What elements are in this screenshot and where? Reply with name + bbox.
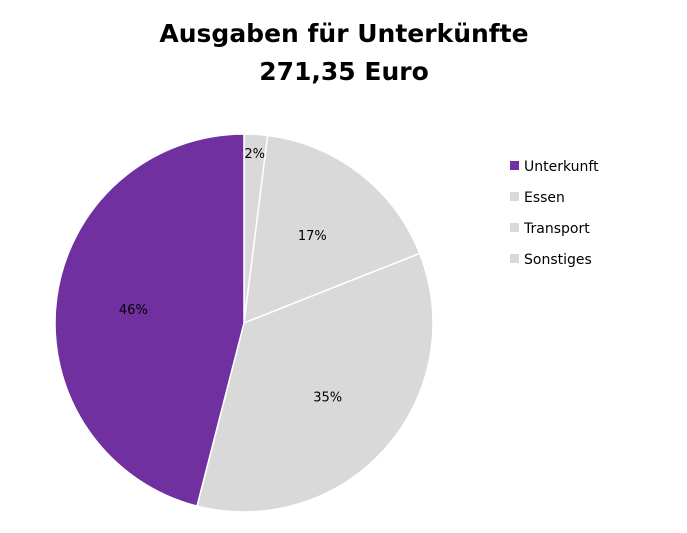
data-label-sonstiges: 2% (244, 147, 265, 162)
pie-slice-unterkunft (54, 133, 245, 507)
chart-subtitle: 271,35 Euro (259, 57, 429, 86)
chart-title: Ausgaben für Unterkünfte (159, 19, 528, 48)
pie-slice-essen (196, 252, 434, 513)
legend-label-essen: Essen (524, 190, 565, 206)
data-label-transport: 17% (298, 229, 327, 244)
legend: Unterkunft Essen Transport Sonstiges (510, 159, 599, 268)
legend-label-sonstiges: Sonstiges (524, 252, 592, 268)
legend-swatch-unterkunft (510, 161, 519, 170)
data-label-unterkunft: 46% (119, 303, 148, 318)
legend-label-unterkunft: Unterkunft (524, 159, 599, 175)
pie-slice-transport (243, 134, 421, 325)
pie-slices (54, 133, 434, 513)
legend-swatch-essen (510, 192, 519, 201)
legend-swatch-transport (510, 223, 519, 232)
data-label-essen: 35% (313, 391, 342, 406)
legend-label-transport: Transport (523, 221, 590, 237)
legend-swatch-sonstiges (510, 254, 519, 263)
pie-data-labels: 2% 17% 35% 46% (119, 147, 342, 406)
